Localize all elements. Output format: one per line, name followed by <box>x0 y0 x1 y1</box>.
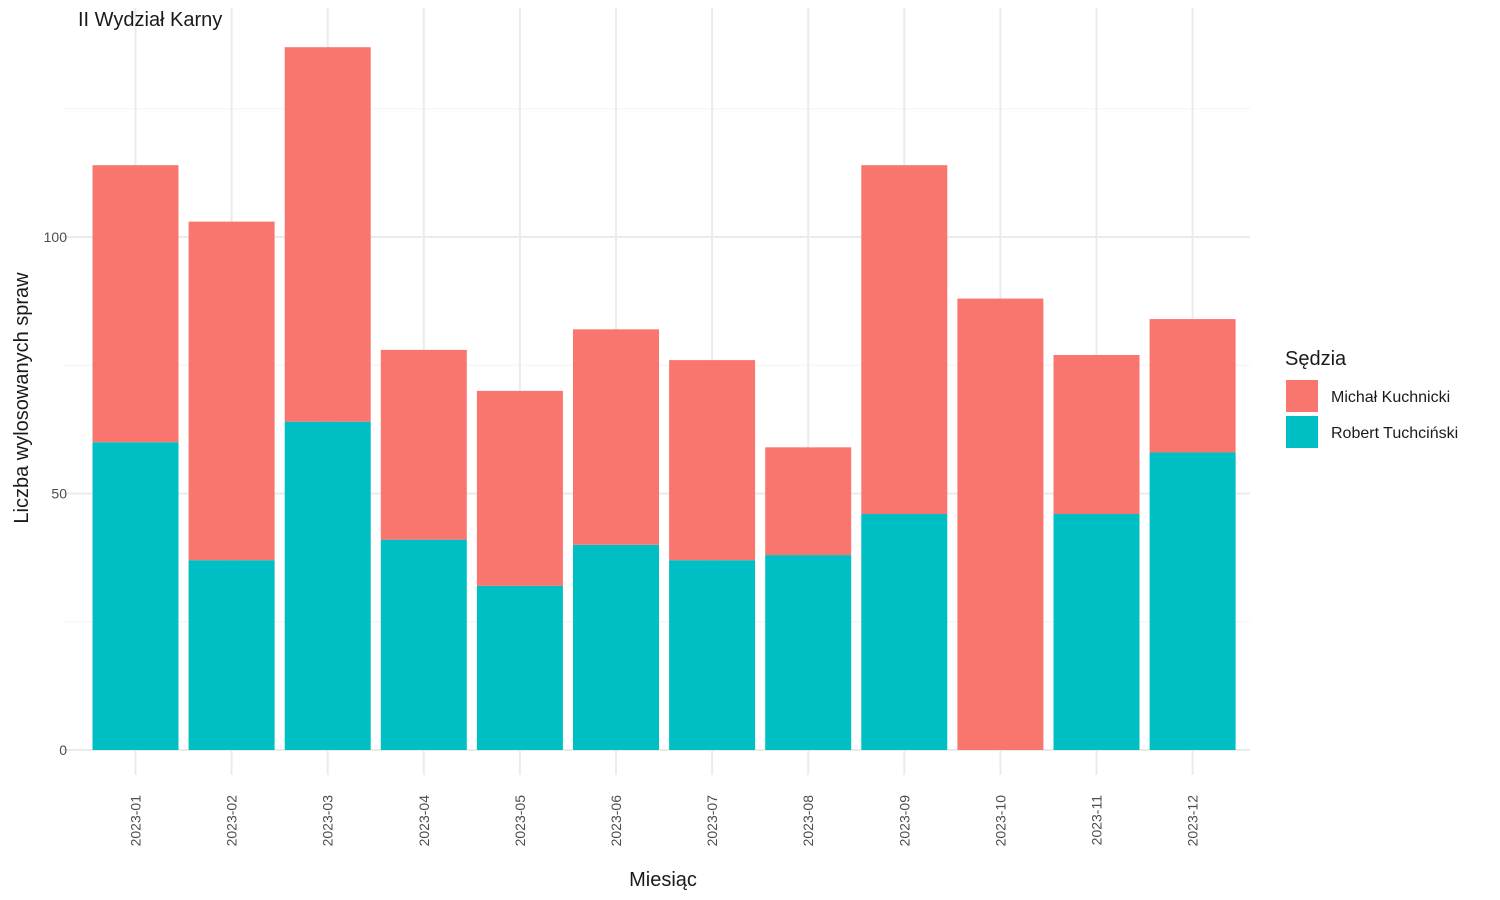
x-tick-label: 2023-02 <box>224 795 240 847</box>
legend: Sędzia Michał Kuchnicki Robert Tuchciński <box>1285 348 1458 448</box>
bar-segment-2023-03-series-1 <box>284 47 371 422</box>
bars <box>92 47 1236 750</box>
x-tick-label: 2023-01 <box>128 795 144 847</box>
chart-title: II Wydział Karny <box>78 9 222 31</box>
x-tick-label: 2023-12 <box>1185 795 1201 847</box>
bar-segment-2023-02-series-1 <box>188 221 275 561</box>
bar-segment-2023-06-series-1 <box>573 329 659 545</box>
y-tick-label: 50 <box>51 486 67 502</box>
bar-segment-2023-05-series-2 <box>476 585 563 750</box>
bar-segment-2023-11-series-2 <box>1053 514 1140 750</box>
legend-label-series-2: Robert Tuchciński <box>1331 425 1458 442</box>
bar-segment-2023-07-series-1 <box>669 360 756 561</box>
legend-label-series-1: Michał Kuchnicki <box>1331 389 1450 406</box>
bar-segment-2023-05-series-1 <box>476 390 563 586</box>
bar-segment-2023-01-series-2 <box>92 442 179 750</box>
bar-segment-2023-03-series-2 <box>284 421 371 750</box>
x-axis-ticks: 2023-01 2023-02 2023-03 2023-04 2023-05 2023-… <box>128 795 1201 847</box>
x-tick-label: 2023-08 <box>800 795 816 847</box>
x-tick-label: 2023-11 <box>1089 795 1105 846</box>
bar-segment-2023-09-series-2 <box>861 514 948 750</box>
bar-segment-2023-08-series-2 <box>765 555 852 750</box>
bar-segment-2023-01-series-1 <box>92 165 179 443</box>
bar-segment-2023-10-series-1 <box>957 298 1044 750</box>
bar-segment-2023-07-series-2 <box>669 560 756 750</box>
y-tick-label: 100 <box>44 229 68 245</box>
x-axis-title: Miesiąc <box>629 869 697 891</box>
bar-segment-2023-09-series-1 <box>861 165 948 515</box>
bar-segment-2023-02-series-2 <box>188 560 275 750</box>
bar-segment-2023-04-series-1 <box>380 349 467 540</box>
bar-segment-2023-08-series-1 <box>765 447 852 556</box>
bar-segment-2023-12-series-2 <box>1149 452 1236 750</box>
legend-key-series-1 <box>1286 380 1318 412</box>
bar-segment-2023-06-series-2 <box>573 544 659 750</box>
x-tick-label: 2023-04 <box>416 795 432 847</box>
bar-segment-2023-11-series-1 <box>1053 354 1140 515</box>
y-axis-title: Liczba wylosowanych spraw <box>11 272 33 524</box>
y-tick-label: 0 <box>59 742 67 758</box>
legend-title: Sędzia <box>1285 348 1347 370</box>
x-tick-label: 2023-05 <box>512 795 528 847</box>
x-tick-label: 2023-10 <box>992 795 1008 847</box>
x-tick-label: 2023-07 <box>704 795 720 847</box>
x-tick-label: 2023-06 <box>608 795 624 847</box>
bar-segment-2023-04-series-2 <box>380 539 467 750</box>
x-tick-label: 2023-09 <box>896 795 912 847</box>
bar-segment-2023-12-series-1 <box>1149 319 1236 453</box>
x-tick-label: 2023-03 <box>320 795 336 847</box>
legend-key-series-2 <box>1286 416 1318 448</box>
y-axis-ticks: 0 50 100 <box>44 229 68 758</box>
